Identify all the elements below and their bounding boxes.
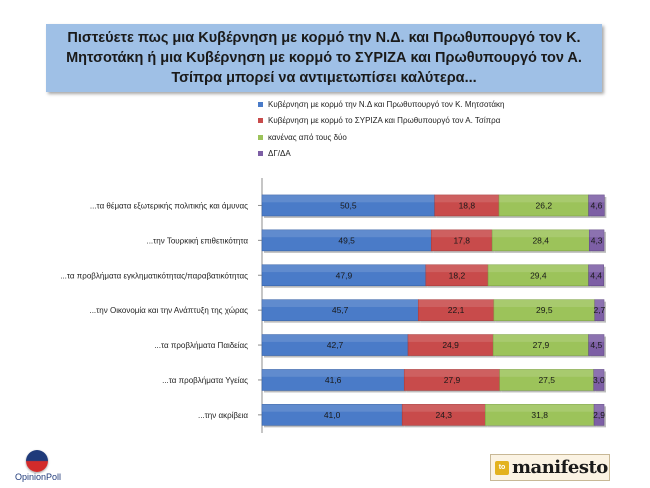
opinion-poll-logo: OpinionPoll xyxy=(6,448,66,484)
legend-label: κανένας από τους δύο xyxy=(268,132,347,142)
bar-highlight xyxy=(593,369,604,377)
bar-highlight xyxy=(588,194,605,203)
bar-highlight xyxy=(262,264,426,273)
bar-highlight xyxy=(262,299,419,307)
legend-item: Κυβέρνηση με κορμό την Ν.Δ και Πρωθυπουρ… xyxy=(258,98,618,111)
data-label: 41,0 xyxy=(324,410,341,420)
bar-segment xyxy=(588,229,605,252)
bar-highlight xyxy=(262,334,409,342)
bar-highlight xyxy=(499,194,589,203)
bar-highlight xyxy=(431,229,493,238)
bar-highlight xyxy=(434,194,500,203)
data-label: 50,5 xyxy=(340,200,357,210)
bar-segment xyxy=(593,369,605,391)
bar-highlight xyxy=(594,299,604,307)
legend-item: Κυβέρνηση με κορμό το ΣΥΡΙΖΑ και Πρωθυπο… xyxy=(258,115,618,128)
category-label: ...την Οικονομία και την Ανάπτυξη της χώ… xyxy=(89,306,248,315)
legend-swatch xyxy=(258,151,263,157)
data-label: 22,1 xyxy=(448,305,465,315)
bar-segment xyxy=(593,404,605,426)
bar-highlight xyxy=(588,334,604,342)
data-label: 18,2 xyxy=(449,270,466,280)
data-label: 17,8 xyxy=(453,235,470,245)
chart-title: Πιστεύετε πως μια Κυβέρνηση με κορμό την… xyxy=(46,24,602,92)
legend-swatch xyxy=(258,118,263,124)
bar-highlight xyxy=(262,404,403,412)
bar-highlight xyxy=(594,404,604,412)
bar-highlight xyxy=(589,229,604,238)
bar-highlight xyxy=(488,264,589,273)
bar-segment xyxy=(588,194,605,217)
chart-title-text: Πιστεύετε πως μια Κυβέρνηση με κορμό την… xyxy=(66,30,582,86)
opinion-poll-logo-text: OpinionPoll xyxy=(14,472,62,482)
bar-highlight xyxy=(493,299,595,307)
legend-label: Κυβέρνηση με κορμό την Ν.Δ και Πρωθυπουρ… xyxy=(268,99,505,109)
category-label: ...τα προβλήματα Υγείας xyxy=(162,376,248,385)
legend-swatch xyxy=(258,101,263,107)
legend-item: ΔΓ/ΔΑ xyxy=(258,148,618,161)
data-label: 3,0 xyxy=(593,375,605,385)
bar-highlight xyxy=(588,264,604,273)
data-label: 24,9 xyxy=(442,340,459,350)
data-label: 4,4 xyxy=(590,270,602,280)
data-label: 2,7 xyxy=(593,305,605,315)
bar-highlight xyxy=(499,369,594,377)
legend-swatch xyxy=(258,134,263,140)
data-label: 27,9 xyxy=(444,375,461,385)
data-label: 24,3 xyxy=(435,410,452,420)
data-label: 2,9 xyxy=(593,410,605,420)
category-label: ...τα θέματα εξωτερικής πολιτικής και άμ… xyxy=(90,201,248,210)
bar-highlight xyxy=(404,369,500,377)
category-label: ...τα προβλήματα Παιδείας xyxy=(154,341,248,350)
bar-highlight xyxy=(485,404,595,412)
bar-highlight xyxy=(408,334,494,342)
data-label: 45,7 xyxy=(332,305,349,315)
bar-highlight xyxy=(493,334,589,342)
bar-highlight xyxy=(262,369,405,377)
manifesto-logo-text: manifesto xyxy=(512,457,608,478)
legend-item: κανένας από τους δύο xyxy=(258,131,618,144)
bar-highlight xyxy=(425,264,489,273)
data-label: 29,4 xyxy=(530,270,547,280)
data-label: 47,9 xyxy=(336,270,353,280)
manifesto-logo: to manifesto xyxy=(490,454,610,481)
data-label: 49,5 xyxy=(338,235,355,245)
data-label: 4,6 xyxy=(591,200,603,210)
bar-highlight xyxy=(418,299,494,307)
chart-legend: Κυβέρνηση με κορμό την Ν.Δ και Πρωθυπουρ… xyxy=(258,98,618,164)
data-label: 27,9 xyxy=(533,340,550,350)
data-label: 4,5 xyxy=(590,340,602,350)
category-label: ...την Τουρκική επιθετικότητα xyxy=(146,236,248,245)
category-label: ...τα προβλήματα εγκληματικότητας/παραβα… xyxy=(60,271,248,280)
data-label: 18,8 xyxy=(459,200,476,210)
legend-label: ΔΓ/ΔΑ xyxy=(268,149,291,159)
data-label: 4,3 xyxy=(591,235,603,245)
bar-segment xyxy=(588,334,605,356)
opinion-poll-logo-icon xyxy=(26,450,48,472)
bar-highlight xyxy=(262,229,432,238)
data-label: 31,8 xyxy=(531,410,548,420)
bar-segment xyxy=(594,299,605,321)
legend-label: Κυβέρνηση με κορμό το ΣΥΡΙΖΑ και Πρωθυπο… xyxy=(268,116,501,126)
data-label: 26,2 xyxy=(536,200,553,210)
bar-segment xyxy=(588,264,604,287)
bar-highlight xyxy=(262,194,435,203)
data-label: 27,5 xyxy=(538,375,555,385)
bar-highlight xyxy=(492,229,590,238)
data-label: 29,5 xyxy=(536,305,553,315)
category-label: ...την ακρίβεια xyxy=(198,411,248,420)
bar-highlight xyxy=(402,404,486,412)
data-label: 41,6 xyxy=(325,375,342,385)
data-label: 28,4 xyxy=(532,235,549,245)
manifesto-badge: to xyxy=(495,460,509,475)
data-label: 42,7 xyxy=(327,340,344,350)
